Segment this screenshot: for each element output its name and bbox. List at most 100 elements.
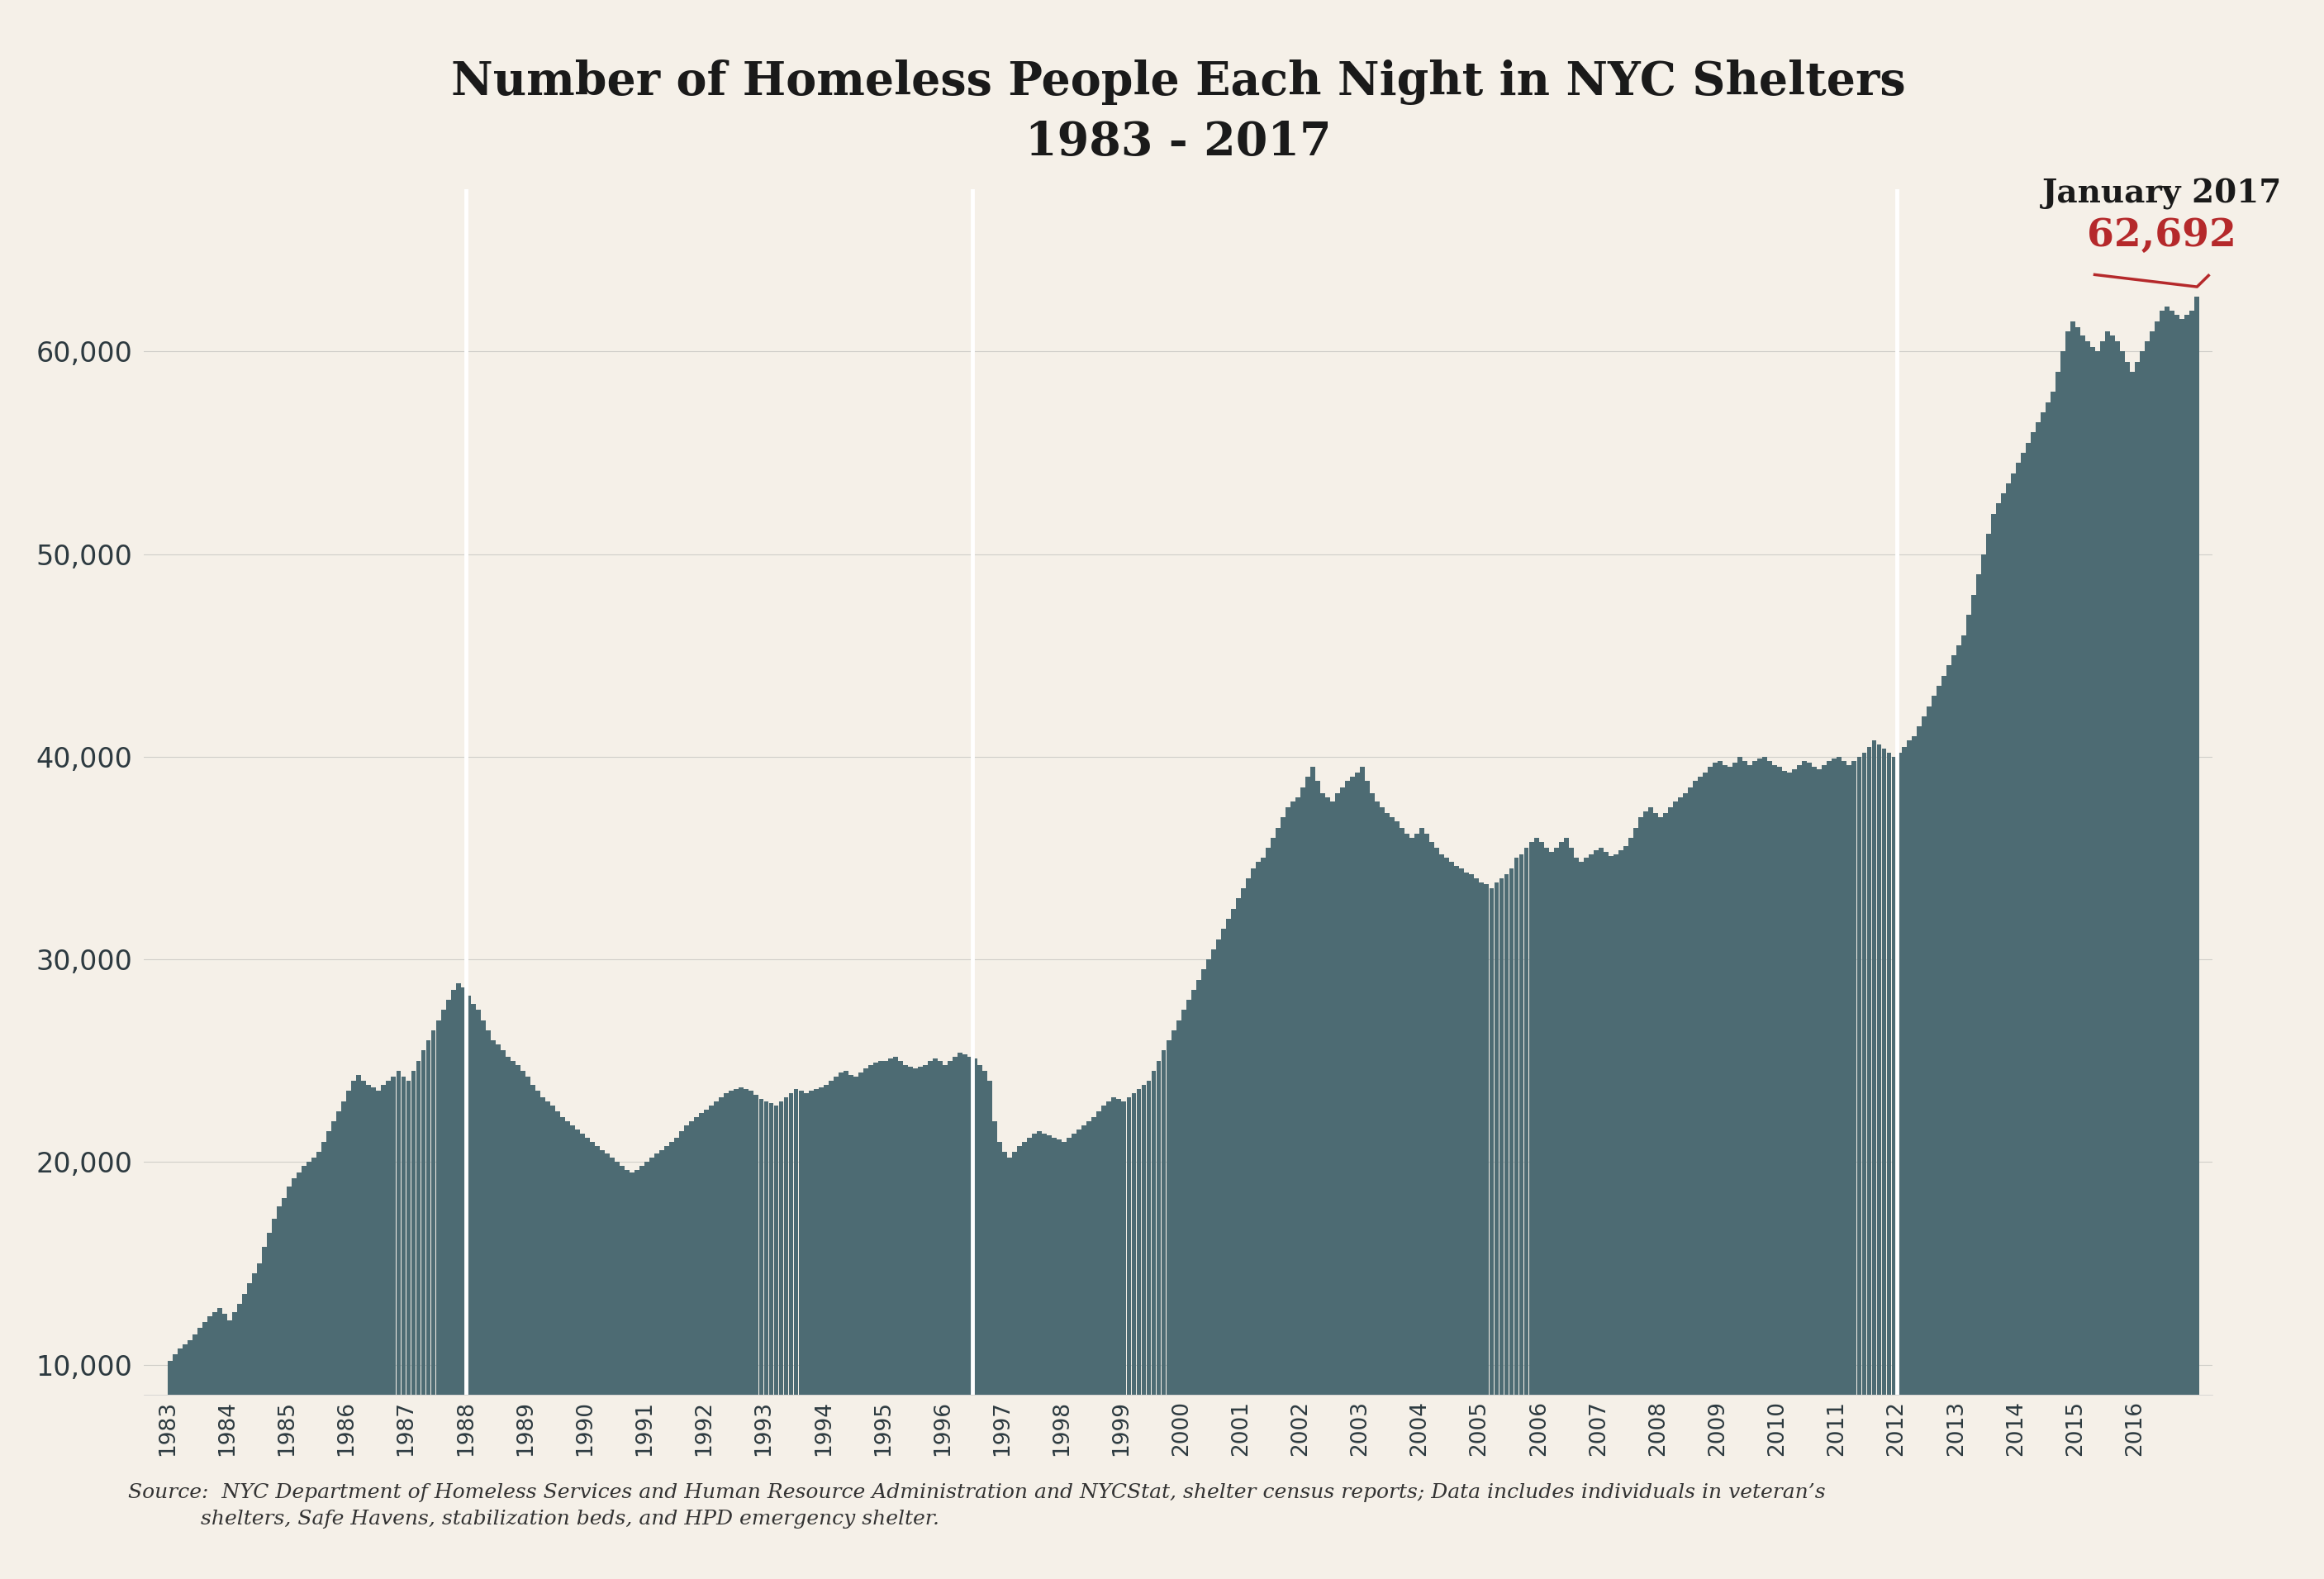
Bar [2110,335,2115,1568]
Bar [525,1077,530,1568]
Bar [1525,848,1529,1568]
Bar [792,1090,799,1568]
Bar [844,1071,848,1568]
Bar [356,1075,360,1568]
Bar [1076,1129,1081,1568]
Bar [1202,970,1206,1568]
Bar [1513,857,1520,1568]
Bar [1206,960,1211,1568]
Bar [1232,908,1236,1568]
Bar [1459,868,1464,1568]
Bar [1053,1137,1057,1568]
Bar [1638,818,1643,1568]
Bar [1102,1105,1106,1568]
Bar [1722,764,1727,1568]
Bar [367,1085,372,1568]
Bar [1157,1061,1162,1568]
Bar [813,1090,818,1568]
Bar [848,1075,853,1568]
Bar [277,1206,281,1568]
Bar [465,996,469,1568]
Bar [472,1004,476,1568]
Bar [953,1056,957,1568]
Bar [1564,838,1569,1568]
Bar [1469,875,1473,1568]
Bar [1778,767,1783,1568]
Bar [2045,403,2050,1568]
Bar [581,1134,586,1568]
Bar [490,1041,495,1568]
Bar [223,1314,228,1568]
Bar [648,1157,655,1568]
Bar [1543,848,1548,1568]
Bar [1708,767,1713,1568]
Bar [1992,513,1996,1568]
Bar [1097,1112,1102,1568]
Bar [293,1178,297,1568]
Bar [1271,838,1276,1568]
Bar [704,1110,709,1568]
Bar [909,1067,913,1568]
Bar [616,1162,621,1568]
Bar [2080,335,2085,1568]
Bar [700,1113,704,1568]
Bar [1748,764,1752,1568]
Bar [709,1105,713,1568]
Bar [202,1322,207,1568]
Bar [1136,1090,1141,1568]
Bar [1727,767,1731,1568]
Bar [1743,761,1748,1568]
Bar [988,1082,992,1568]
Bar [2101,341,2106,1568]
Bar [1657,818,1664,1568]
Bar [625,1170,630,1568]
Bar [2066,332,2071,1568]
Bar [1896,753,1901,1568]
Bar [2119,352,2124,1568]
Bar [1215,940,1220,1568]
Bar [888,1058,892,1568]
Bar [997,1142,1002,1568]
Bar [1027,1137,1032,1568]
Bar [1961,635,1966,1568]
Bar [272,1219,277,1568]
Bar [1092,1118,1097,1568]
Bar [779,1101,783,1568]
Bar [1813,767,1817,1568]
Bar [1687,786,1692,1568]
Bar [595,1146,600,1568]
Bar [765,1101,769,1568]
Text: Source:  NYC Department of Homeless Services and Human Resource Administration a: Source: NYC Department of Homeless Servi… [128,1483,1824,1528]
Bar [788,1093,792,1568]
Bar [446,1000,451,1568]
Bar [839,1072,844,1568]
Bar [1604,853,1608,1568]
Bar [967,1056,971,1568]
Bar [1002,1151,1006,1568]
Bar [2136,362,2140,1568]
Bar [1450,862,1455,1568]
Bar [184,1344,188,1568]
Bar [1508,868,1513,1568]
Bar [1996,504,2001,1568]
Bar [311,1157,316,1568]
Bar [2159,311,2164,1568]
Bar [600,1150,604,1568]
Bar [1866,747,1871,1568]
Bar [774,1105,779,1568]
Bar [660,1150,665,1568]
Bar [516,1064,521,1568]
Bar [193,1334,198,1568]
Bar [1404,834,1411,1568]
Bar [948,1061,953,1568]
Bar [167,1361,172,1568]
Bar [1350,777,1355,1568]
Bar [511,1061,516,1568]
Bar [1887,753,1892,1568]
Bar [1634,827,1638,1568]
Bar [2089,347,2096,1568]
Bar [1801,761,1808,1568]
Bar [546,1101,551,1568]
Bar [302,1165,307,1568]
Bar [551,1105,555,1568]
